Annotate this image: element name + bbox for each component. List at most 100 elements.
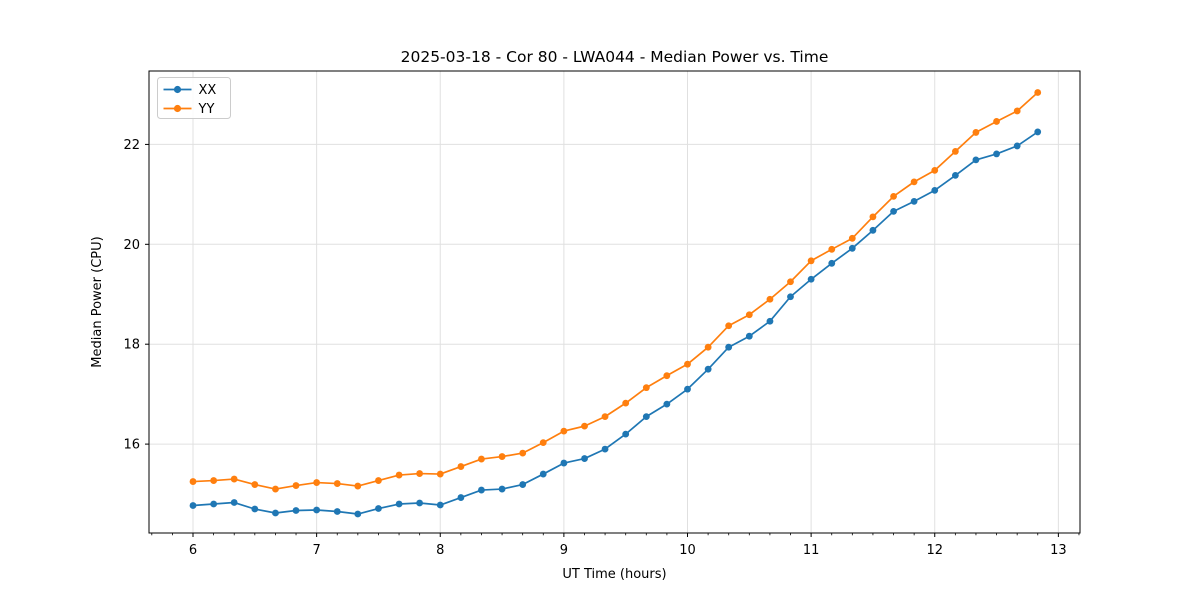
data-point bbox=[910, 178, 918, 186]
data-point bbox=[1013, 142, 1021, 150]
data-point bbox=[210, 500, 218, 508]
data-point bbox=[828, 245, 836, 253]
data-point bbox=[519, 449, 527, 457]
data-point bbox=[519, 481, 527, 488]
legend-marker-icon bbox=[173, 85, 182, 94]
x-tick-label: 13 bbox=[1050, 543, 1067, 558]
data-point bbox=[642, 384, 650, 392]
y-tick-label: 18 bbox=[123, 338, 140, 353]
x-tick-label: 11 bbox=[803, 543, 820, 558]
data-point bbox=[704, 365, 712, 373]
data-point bbox=[848, 234, 856, 242]
data-point bbox=[375, 477, 382, 484]
data-point bbox=[251, 481, 259, 488]
data-point bbox=[931, 166, 939, 174]
data-point bbox=[890, 192, 897, 200]
data-point bbox=[684, 385, 691, 393]
data-point bbox=[416, 499, 424, 507]
data-point bbox=[622, 399, 630, 407]
data-point bbox=[684, 360, 691, 368]
gridlines bbox=[149, 71, 1080, 533]
data-point bbox=[581, 455, 588, 462]
series-YY-markers bbox=[189, 89, 1042, 493]
data-point bbox=[478, 486, 485, 494]
data-point bbox=[230, 499, 238, 506]
data-point bbox=[498, 485, 506, 493]
data-point bbox=[498, 453, 506, 460]
series-YY-line bbox=[192, 91, 1039, 490]
data-point bbox=[766, 317, 774, 325]
legend: XX YY bbox=[157, 77, 231, 119]
legend-label: YY bbox=[198, 102, 215, 117]
plot-border bbox=[148, 70, 1081, 534]
data-point bbox=[704, 343, 712, 351]
data-point bbox=[354, 510, 362, 518]
data-point bbox=[189, 478, 197, 485]
data-point bbox=[725, 322, 733, 330]
x-axis-label: UT Time (hours) bbox=[562, 567, 666, 582]
axis-ticks bbox=[145, 143, 1080, 537]
data-point bbox=[1034, 89, 1042, 96]
series-XX-markers bbox=[189, 128, 1042, 518]
data-point bbox=[436, 501, 444, 509]
data-point bbox=[581, 422, 588, 430]
data-point bbox=[828, 259, 836, 267]
y-tick-label: 16 bbox=[123, 438, 140, 453]
data-point bbox=[869, 213, 877, 221]
data-point bbox=[601, 413, 609, 421]
data-point bbox=[642, 413, 650, 421]
data-point bbox=[993, 150, 1000, 158]
series-XX bbox=[189, 128, 1042, 518]
legend-marker-icon bbox=[173, 104, 182, 113]
x-tick-label: 12 bbox=[926, 543, 943, 558]
data-point bbox=[993, 118, 1000, 125]
x-tick-label: 10 bbox=[679, 543, 696, 558]
data-point bbox=[787, 293, 794, 301]
legend-item-XX: XX bbox=[163, 83, 216, 98]
legend-item-YY: YY bbox=[163, 102, 215, 117]
x-tick-label: 9 bbox=[560, 543, 568, 558]
data-point bbox=[745, 311, 753, 319]
data-point bbox=[333, 480, 341, 487]
tick-labels: 6 7 8 9 10 11 12 13 16 18 20 22 bbox=[123, 138, 1066, 558]
y-axis-label: Median Power (CPU) bbox=[90, 236, 105, 367]
data-point bbox=[560, 459, 568, 467]
data-point bbox=[766, 295, 774, 303]
data-point bbox=[375, 505, 382, 512]
data-point bbox=[395, 500, 403, 508]
data-point bbox=[292, 507, 300, 514]
data-point bbox=[1013, 107, 1021, 115]
legend-box bbox=[157, 77, 231, 119]
data-point bbox=[931, 186, 939, 194]
data-point bbox=[272, 509, 279, 517]
data-point bbox=[951, 171, 959, 179]
data-point bbox=[272, 485, 279, 493]
data-point bbox=[354, 482, 362, 490]
data-point bbox=[292, 482, 300, 489]
data-point bbox=[478, 455, 485, 463]
data-point bbox=[560, 427, 568, 435]
data-point bbox=[972, 129, 980, 136]
data-point bbox=[416, 470, 424, 477]
data-point bbox=[210, 477, 218, 484]
x-tick-label: 6 bbox=[189, 543, 197, 558]
data-point bbox=[251, 505, 259, 513]
series-XX-line bbox=[192, 131, 1039, 515]
data-point bbox=[313, 506, 321, 514]
data-point bbox=[1034, 128, 1042, 136]
data-point bbox=[601, 445, 609, 453]
data-point bbox=[663, 372, 671, 380]
data-point bbox=[663, 400, 671, 408]
series-YY bbox=[189, 89, 1042, 493]
data-point bbox=[457, 494, 465, 501]
data-point bbox=[869, 226, 877, 234]
chart-title: 2025-03-18 - Cor 80 - LWA044 - Median Po… bbox=[401, 48, 829, 66]
x-tick-label: 7 bbox=[312, 543, 320, 558]
data-point bbox=[395, 471, 403, 479]
data-point bbox=[807, 257, 815, 265]
data-point bbox=[910, 197, 918, 205]
data-point bbox=[725, 343, 733, 351]
data-point bbox=[539, 470, 547, 478]
